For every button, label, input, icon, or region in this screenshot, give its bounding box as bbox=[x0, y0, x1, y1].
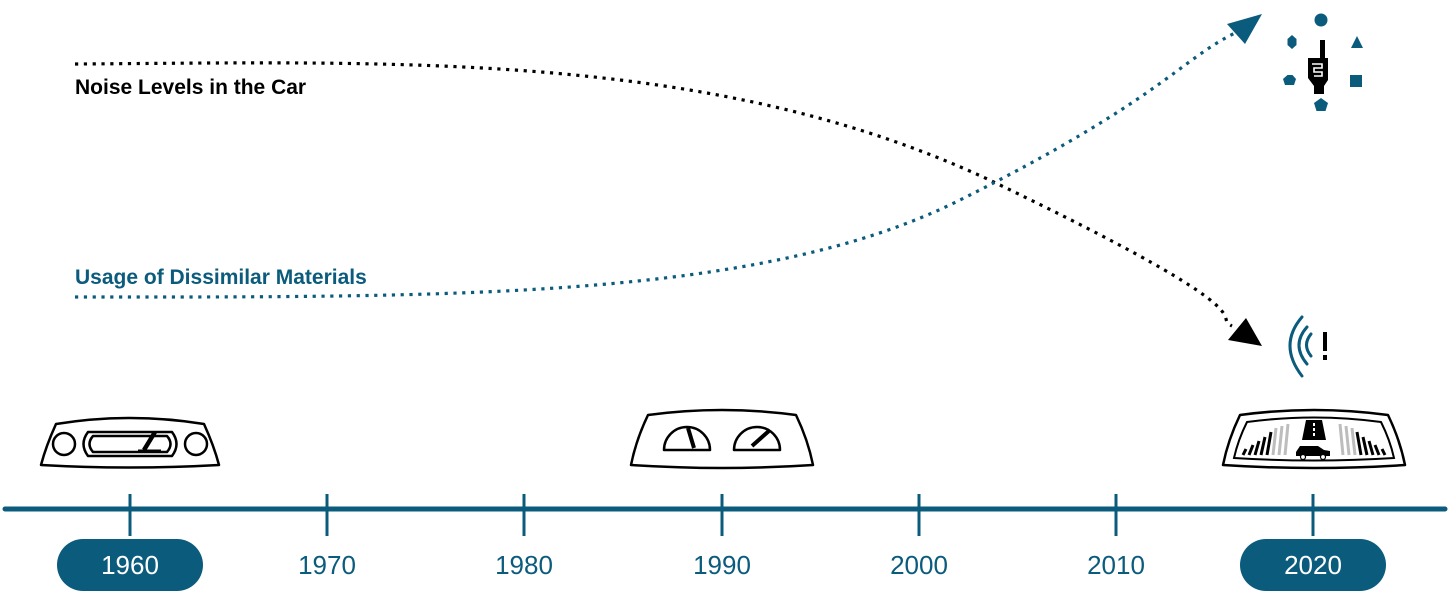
year-1990-label: 1990 bbox=[693, 550, 751, 580]
sound-alert-icon bbox=[1288, 315, 1313, 378]
dashboard-1960-icon bbox=[39, 416, 221, 469]
noise-trend-curve bbox=[74, 61, 1233, 328]
materials-trend-curve bbox=[74, 31, 1236, 299]
year-2020-badge: 2020 bbox=[1240, 539, 1386, 591]
materials-trend-label: Usage of Dissimilar Materials bbox=[75, 266, 367, 289]
materials-shapes-hand-icon bbox=[1283, 13, 1363, 111]
dashboard-2020-icon bbox=[1221, 408, 1407, 470]
dashboard-1990-icon bbox=[629, 408, 815, 470]
year-1980-label: 1980 bbox=[495, 550, 553, 580]
year-2010-label: 2010 bbox=[1087, 550, 1145, 580]
noise-trend-label: Noise Levels in the Car bbox=[75, 76, 307, 99]
year-1960-badge: 1960 bbox=[57, 539, 203, 591]
materials-trend-arrowhead bbox=[1227, 14, 1262, 44]
alert-exclamation bbox=[1323, 332, 1327, 360]
noise-trend-arrowhead bbox=[1228, 318, 1262, 346]
year-2000-label: 2000 bbox=[890, 550, 948, 580]
year-1970-label: 1970 bbox=[298, 550, 356, 580]
timeline-ticks bbox=[128, 494, 1315, 536]
